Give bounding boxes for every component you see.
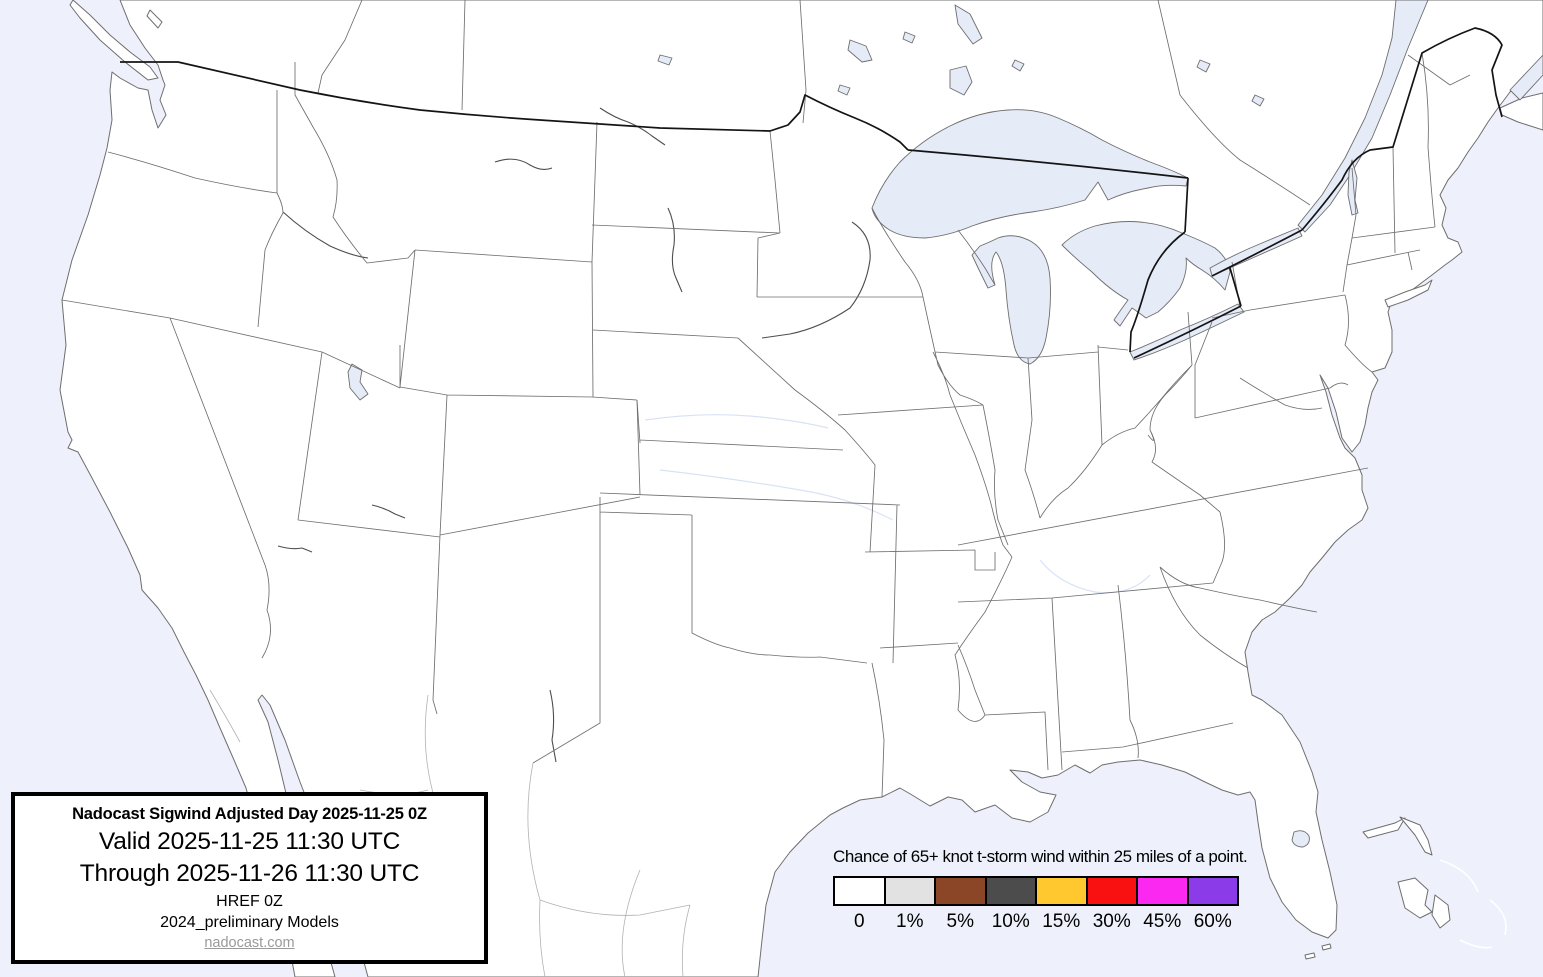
vancouver-island bbox=[69, 0, 159, 81]
forecast-info-box: Nadocast Sigwind Adjusted Day 2025-11-25… bbox=[11, 792, 488, 964]
lake-mead bbox=[277, 545, 313, 553]
legend-label-1%: 1% bbox=[896, 911, 924, 932]
arkansas-river bbox=[659, 469, 894, 521]
lake-powell bbox=[371, 504, 406, 519]
fort-peck-lake bbox=[494, 158, 553, 171]
missouri-river-nd bbox=[599, 107, 666, 146]
tennessee-river bbox=[1039, 559, 1151, 594]
bahama-banks-reef bbox=[1439, 859, 1507, 949]
through-time: Through 2025-11-26 11:30 UTC bbox=[79, 860, 420, 887]
lake-superior bbox=[871, 109, 1189, 239]
legend-swatch-15% bbox=[1035, 876, 1088, 906]
lake-winnipeg bbox=[954, 4, 983, 45]
legend-label-0: 0 bbox=[853, 911, 865, 932]
state-borders-west bbox=[61, 62, 868, 764]
bahamas-eleuthera bbox=[1431, 894, 1451, 929]
forecast-title: Nadocast Sigwind Adjusted Day 2025-11-25… bbox=[72, 805, 427, 823]
state-borders-south bbox=[954, 467, 1369, 771]
nadocast-link[interactable]: nadocast.com bbox=[204, 935, 295, 951]
state-borders-plains bbox=[591, 130, 996, 798]
legend-swatch-row bbox=[833, 876, 1263, 906]
legend-label-45%: 45% bbox=[1143, 911, 1182, 932]
lake-oahe bbox=[667, 207, 683, 293]
snake-river bbox=[282, 211, 369, 259]
florida-keys bbox=[1304, 943, 1332, 960]
legend-swatch-45% bbox=[1136, 876, 1189, 906]
legend-swatch-1% bbox=[883, 876, 936, 906]
legend-label-15%: 15% bbox=[1042, 911, 1081, 932]
model-run: HREF 0Z bbox=[216, 893, 283, 910]
great-salt-lake bbox=[347, 363, 369, 401]
legend-swatch-10% bbox=[984, 876, 1037, 906]
state-borders-northeast bbox=[1194, 52, 1436, 419]
probability-legend: Chance of 65+ knot t-storm wind within 2… bbox=[833, 847, 1263, 933]
bahamas-grand-bahama bbox=[1362, 817, 1406, 839]
legend-swatch-0 bbox=[833, 876, 886, 906]
missouri-river-sd bbox=[761, 221, 871, 339]
lake-nipigon bbox=[949, 65, 973, 96]
rio-grande-nm bbox=[549, 689, 557, 763]
legend-label-10%: 10% bbox=[991, 911, 1030, 932]
canada-province-borders bbox=[317, 0, 1471, 206]
legend-swatch-60% bbox=[1186, 876, 1239, 906]
state-borders-midwest bbox=[871, 207, 1221, 558]
bay-of-fundy bbox=[1509, 54, 1543, 101]
bahamas-andros bbox=[1397, 877, 1433, 919]
legend-swatch-30% bbox=[1085, 876, 1138, 906]
lake-huron bbox=[1061, 221, 1231, 327]
legend-label-row: 0 1% 5% 10% 15% 30% 45% 60% bbox=[833, 911, 1263, 933]
model-version: 2024_preliminary Models bbox=[160, 914, 339, 931]
valid-time: Valid 2025-11-25 11:30 UTC bbox=[98, 828, 401, 855]
long-island bbox=[1384, 279, 1433, 308]
lake-michigan bbox=[971, 235, 1051, 365]
lake-of-the-woods bbox=[847, 39, 873, 63]
lake-champlain bbox=[1347, 159, 1359, 216]
legend-title: Chance of 65+ knot t-storm wind within 2… bbox=[833, 847, 1248, 866]
gulf-islands bbox=[146, 9, 163, 29]
legend-label-5%: 5% bbox=[946, 911, 974, 932]
us-canada-border bbox=[120, 27, 1503, 359]
canada-small-lakes bbox=[657, 31, 1265, 107]
platte-river bbox=[644, 414, 829, 429]
st-lawrence-river bbox=[1297, 0, 1429, 233]
legend-label-60%: 60% bbox=[1193, 911, 1232, 932]
legend-swatch-5% bbox=[934, 876, 987, 906]
legend-label-30%: 30% bbox=[1092, 911, 1131, 932]
lake-okeechobee bbox=[1291, 830, 1310, 848]
bahamas-abaco bbox=[1399, 816, 1433, 856]
